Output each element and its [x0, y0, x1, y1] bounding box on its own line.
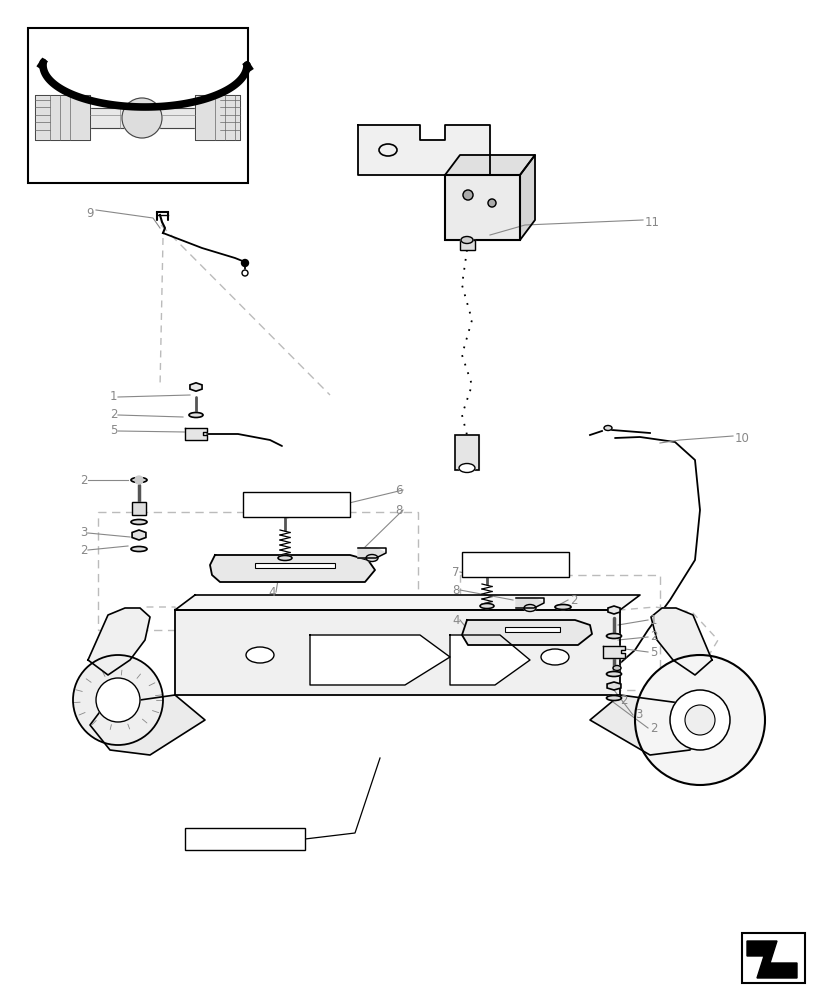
- Polygon shape: [357, 548, 385, 558]
- Bar: [98, 512, 418, 630]
- Polygon shape: [606, 682, 620, 690]
- Text: 10: 10: [734, 432, 749, 444]
- Polygon shape: [255, 563, 335, 568]
- Bar: [255, 563, 335, 568]
- Bar: [242, 492, 350, 517]
- Polygon shape: [650, 608, 711, 675]
- Text: 1.40.5/1: 1.40.5/1: [189, 832, 238, 845]
- Bar: [460, 575, 659, 690]
- Bar: [455, 435, 479, 470]
- Text: 3: 3: [634, 708, 642, 721]
- Polygon shape: [590, 695, 709, 755]
- Circle shape: [73, 655, 163, 745]
- Bar: [460, 240, 475, 250]
- Circle shape: [634, 655, 764, 785]
- Ellipse shape: [605, 634, 621, 638]
- Circle shape: [96, 678, 140, 722]
- Ellipse shape: [461, 236, 472, 243]
- Text: 6: 6: [394, 484, 402, 496]
- Polygon shape: [90, 108, 195, 128]
- Polygon shape: [449, 635, 529, 685]
- Text: 4: 4: [452, 613, 459, 626]
- Circle shape: [241, 259, 248, 266]
- Bar: [741, 933, 804, 983]
- Text: 2: 2: [649, 630, 657, 644]
- Ellipse shape: [523, 604, 535, 611]
- Polygon shape: [460, 240, 475, 250]
- Ellipse shape: [603, 426, 611, 430]
- Bar: [461, 552, 568, 577]
- Circle shape: [122, 98, 162, 138]
- Text: 2: 2: [80, 474, 88, 487]
- Ellipse shape: [189, 412, 203, 418]
- Ellipse shape: [480, 603, 494, 608]
- Circle shape: [669, 690, 729, 750]
- Polygon shape: [174, 595, 639, 610]
- Polygon shape: [184, 428, 207, 440]
- Circle shape: [487, 199, 495, 207]
- Text: 2: 2: [619, 694, 627, 706]
- Polygon shape: [210, 555, 375, 582]
- Bar: [28, 28, 248, 183]
- Text: 8: 8: [394, 504, 402, 516]
- Polygon shape: [88, 608, 150, 675]
- Polygon shape: [35, 95, 90, 140]
- Ellipse shape: [605, 672, 621, 676]
- Polygon shape: [357, 125, 490, 175]
- Text: PAG. 1: PAG. 1: [470, 560, 505, 570]
- Circle shape: [462, 190, 472, 200]
- Polygon shape: [195, 95, 240, 140]
- Text: PAG. 1: PAG. 1: [251, 500, 287, 510]
- Polygon shape: [515, 598, 543, 608]
- Polygon shape: [461, 620, 591, 645]
- Polygon shape: [132, 530, 146, 540]
- Ellipse shape: [131, 546, 147, 552]
- Text: 1: 1: [110, 390, 117, 403]
- Ellipse shape: [612, 666, 620, 670]
- Polygon shape: [444, 175, 519, 240]
- Text: 8: 8: [452, 584, 459, 596]
- Ellipse shape: [554, 604, 571, 609]
- Text: 9: 9: [86, 207, 93, 220]
- Ellipse shape: [246, 647, 274, 663]
- Polygon shape: [504, 627, 559, 632]
- Polygon shape: [746, 941, 796, 978]
- Polygon shape: [519, 155, 534, 240]
- Polygon shape: [309, 635, 449, 685]
- Text: 11: 11: [644, 216, 659, 229]
- Text: 5: 5: [649, 646, 657, 658]
- Polygon shape: [90, 695, 205, 755]
- Polygon shape: [607, 606, 619, 614]
- Ellipse shape: [605, 696, 621, 700]
- Text: 4: 4: [268, 585, 275, 598]
- Ellipse shape: [458, 464, 475, 473]
- Text: 2: 2: [110, 408, 117, 422]
- Circle shape: [135, 476, 143, 484]
- Polygon shape: [189, 383, 202, 391]
- Text: 7: 7: [452, 566, 459, 578]
- Ellipse shape: [131, 520, 147, 524]
- Polygon shape: [174, 610, 619, 695]
- Text: 2: 2: [569, 593, 576, 606]
- Polygon shape: [602, 646, 624, 658]
- Ellipse shape: [540, 649, 568, 665]
- Text: 5: 5: [110, 424, 117, 438]
- Text: 3: 3: [80, 526, 88, 540]
- Ellipse shape: [278, 556, 292, 560]
- Bar: [184, 828, 304, 850]
- Polygon shape: [455, 435, 479, 470]
- Ellipse shape: [131, 478, 147, 483]
- Bar: [131, 502, 146, 515]
- Circle shape: [241, 270, 248, 276]
- Text: 2: 2: [649, 721, 657, 734]
- Ellipse shape: [366, 554, 378, 562]
- Circle shape: [684, 705, 715, 735]
- Text: 1: 1: [649, 613, 657, 626]
- Bar: [504, 627, 559, 632]
- Polygon shape: [131, 502, 146, 515]
- Polygon shape: [444, 155, 534, 175]
- Bar: [444, 175, 519, 240]
- Text: 2: 2: [80, 544, 88, 556]
